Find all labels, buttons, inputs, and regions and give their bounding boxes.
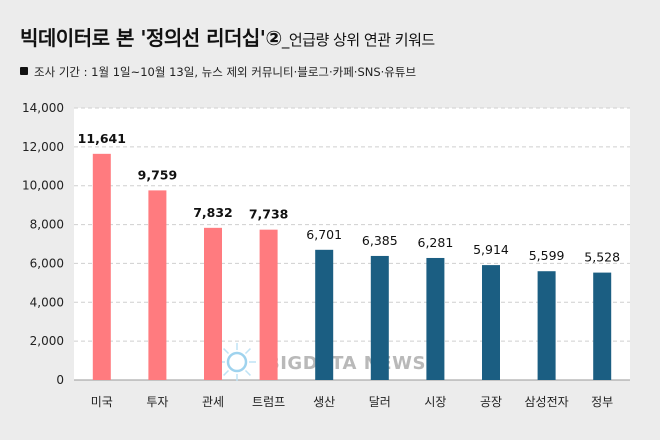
bar-6 bbox=[370, 255, 389, 380]
x-category-label: 트럼프 bbox=[252, 395, 285, 409]
bar-7 bbox=[426, 257, 445, 380]
bar-value-label: 5,528 bbox=[584, 250, 620, 265]
watermark-logo-ray bbox=[223, 348, 230, 355]
bar-value-label: 6,281 bbox=[418, 235, 454, 250]
x-category-label: 달러 bbox=[369, 395, 391, 409]
bar-value-label: 5,914 bbox=[473, 242, 509, 257]
watermark-logo-ray bbox=[223, 369, 230, 376]
bar-value-label: 6,701 bbox=[306, 227, 342, 242]
x-category-label: 관세 bbox=[202, 395, 224, 409]
x-category-label: 공장 bbox=[480, 395, 502, 409]
bar-value-label: 5,599 bbox=[529, 248, 565, 263]
bar-4 bbox=[259, 229, 278, 380]
y-tick-label: 14,000 bbox=[22, 101, 64, 115]
bar-8 bbox=[482, 265, 500, 380]
x-category-label: 삼성전자 bbox=[525, 395, 569, 409]
survey-period-text: 조사 기간 : 1월 1일~10월 13일, 뉴스 제외 커뮤니티·블로그·카페… bbox=[34, 65, 417, 79]
bar-5 bbox=[315, 249, 334, 380]
plot-area bbox=[74, 108, 630, 380]
bar-value-label: 11,641 bbox=[78, 131, 126, 146]
bar-3 bbox=[204, 227, 222, 380]
bar-10 bbox=[593, 272, 612, 380]
x-category-label: 시장 bbox=[424, 395, 446, 409]
bar-value-label: 7,738 bbox=[249, 207, 289, 222]
y-tick-label: 4,000 bbox=[30, 295, 64, 309]
bar-9 bbox=[537, 271, 556, 380]
bar-1 bbox=[92, 153, 111, 380]
y-tick-label: 2,000 bbox=[30, 334, 64, 348]
chart-title-sub: _언급량 상위 연관 키워드 bbox=[281, 31, 435, 49]
y-tick-label: 8,000 bbox=[30, 218, 64, 232]
watermark-logo-ray bbox=[244, 369, 251, 376]
x-category-label: 미국 bbox=[91, 395, 113, 409]
watermark-text: BIGDATA NEWS bbox=[266, 353, 426, 374]
y-tick-label: 10,000 bbox=[22, 179, 64, 193]
x-category-label: 정부 bbox=[591, 395, 613, 409]
x-category-label: 생산 bbox=[313, 395, 335, 409]
y-tick-label: 6,000 bbox=[30, 256, 64, 270]
chart-title-main: 빅데이터로 본 '정의선 리더십'② bbox=[20, 26, 282, 50]
bar-value-label: 6,385 bbox=[362, 233, 398, 248]
watermark-logo-icon bbox=[226, 351, 248, 373]
survey-period-note: 조사 기간 : 1월 1일~10월 13일, 뉴스 제외 커뮤니티·블로그·카페… bbox=[20, 64, 416, 80]
watermark-logo-ray bbox=[244, 348, 251, 355]
bar-value-label: 7,832 bbox=[193, 205, 233, 220]
y-tick-label: 0 bbox=[56, 373, 64, 387]
bullet-square-icon bbox=[20, 67, 28, 75]
bar-2 bbox=[148, 190, 167, 380]
x-category-label: 투자 bbox=[146, 395, 168, 409]
bar-value-label: 9,759 bbox=[138, 167, 178, 182]
y-tick-label: 12,000 bbox=[22, 140, 64, 154]
chart-title: 빅데이터로 본 '정의선 리더십'②_언급량 상위 연관 키워드 bbox=[20, 22, 435, 51]
